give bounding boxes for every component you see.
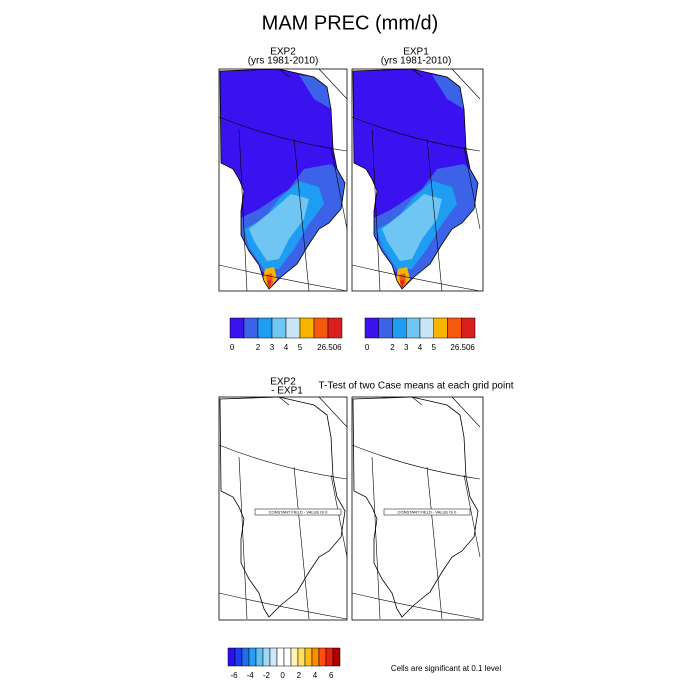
- colorbar-label: -2: [263, 671, 271, 680]
- field-region: [249, 194, 309, 261]
- colorbar-label: 0: [365, 343, 370, 352]
- colorbar-label: 4: [284, 343, 289, 352]
- colorbar-box: [269, 647, 278, 667]
- colorbar-box: [283, 647, 292, 667]
- colorbar-box: [392, 317, 407, 339]
- colorbar-box: [311, 647, 320, 667]
- colorbar-box: [262, 647, 271, 667]
- panel-subtitle: (yrs 1981-2010): [248, 56, 319, 67]
- colorbar-box: [227, 647, 236, 667]
- colorbar-label: 4: [313, 671, 318, 680]
- diff-map: CONSTANT FIELD - VALUE IS 0: [218, 396, 348, 621]
- diff-panels: EXP2 - EXP1 T-Test of two Case means at …: [218, 377, 514, 621]
- colorbar-label: 0: [230, 343, 235, 352]
- colorbar-label: -6: [230, 671, 238, 680]
- colorbar-box: [255, 647, 264, 667]
- diff-map: CONSTANT FIELD - VALUE IS 0: [351, 396, 484, 621]
- colorbar-box: [419, 317, 434, 339]
- colorbar-label: 2: [256, 343, 261, 352]
- colorbar-box: [241, 647, 250, 667]
- colorbar-box: [271, 317, 287, 339]
- figure-title: MAM PREC (mm/d): [262, 12, 439, 34]
- footnote: Cells are significant at 0.1 level: [391, 664, 502, 673]
- colorbar-box: [447, 317, 462, 339]
- colorbar-label: 4: [418, 343, 423, 352]
- colorbar-label: -4: [247, 671, 255, 680]
- panel-subtitle: (yrs 1981-2010): [381, 56, 452, 67]
- colorbar-box: [304, 647, 313, 667]
- panel-note: CONSTANT FIELD - VALUE IS 0: [398, 510, 457, 515]
- colorbars: 0 2 3 4 5 26.506 0 2 3 4 5 26.506-6 -4 -2 0 2 4 6: [227, 317, 476, 680]
- frame: [351, 68, 484, 292]
- colorbar-box: [378, 317, 393, 339]
- colorbar-box: [332, 647, 341, 667]
- colorbar-box: [406, 317, 421, 339]
- colorbar-label: 26.506: [317, 343, 342, 352]
- colorbar-box: [290, 647, 299, 667]
- colorbar-box: [234, 647, 243, 667]
- field-region: [267, 280, 271, 289]
- colorbar-label: 2: [390, 343, 395, 352]
- colorbar-label: 2: [297, 671, 302, 680]
- diff-title: EXP2: [270, 377, 296, 388]
- colorbar-label: 5: [298, 343, 303, 352]
- colorbar-label: 26.506: [450, 343, 475, 352]
- colorbar-box: [433, 317, 448, 339]
- diff-title: - EXP1: [271, 386, 303, 397]
- frame: [218, 68, 348, 292]
- colorbar-label: 3: [404, 343, 409, 352]
- panel-note: CONSTANT FIELD - VALUE IS 0: [269, 510, 328, 515]
- colorbar-label: 5: [432, 343, 437, 352]
- colorbar-box: [327, 317, 343, 339]
- colorbar-box: [318, 647, 327, 667]
- colorbar-box: [229, 317, 245, 339]
- colorbar-box: [248, 647, 257, 667]
- panel-title: EXP1: [403, 47, 429, 58]
- panel-title: EXP2: [270, 47, 296, 58]
- colorbar-box: [276, 647, 285, 667]
- map: [351, 68, 484, 292]
- colorbar-label: 0: [280, 671, 285, 680]
- colorbar-box: [364, 317, 379, 339]
- field: [372, 75, 478, 289]
- colorbar-box: [243, 317, 259, 339]
- test-title: T-Test of two Case means at each grid po…: [318, 381, 513, 392]
- top-panels: EXP2(yrs 1981-2010)EXP1(yrs 1981-2010): [218, 47, 484, 292]
- colorbar-box: [257, 317, 273, 339]
- colorbar-box: [313, 317, 329, 339]
- field-region: [382, 194, 442, 261]
- colorbar-box: [297, 647, 306, 667]
- colorbar-label: 3: [270, 343, 275, 352]
- map: [218, 68, 348, 292]
- field-region: [400, 280, 404, 289]
- colorbar-box: [285, 317, 301, 339]
- colorbar-box: [299, 317, 315, 339]
- colorbar-box: [461, 317, 476, 339]
- colorbar-box: [325, 647, 334, 667]
- colorbar-label: 6: [329, 671, 334, 680]
